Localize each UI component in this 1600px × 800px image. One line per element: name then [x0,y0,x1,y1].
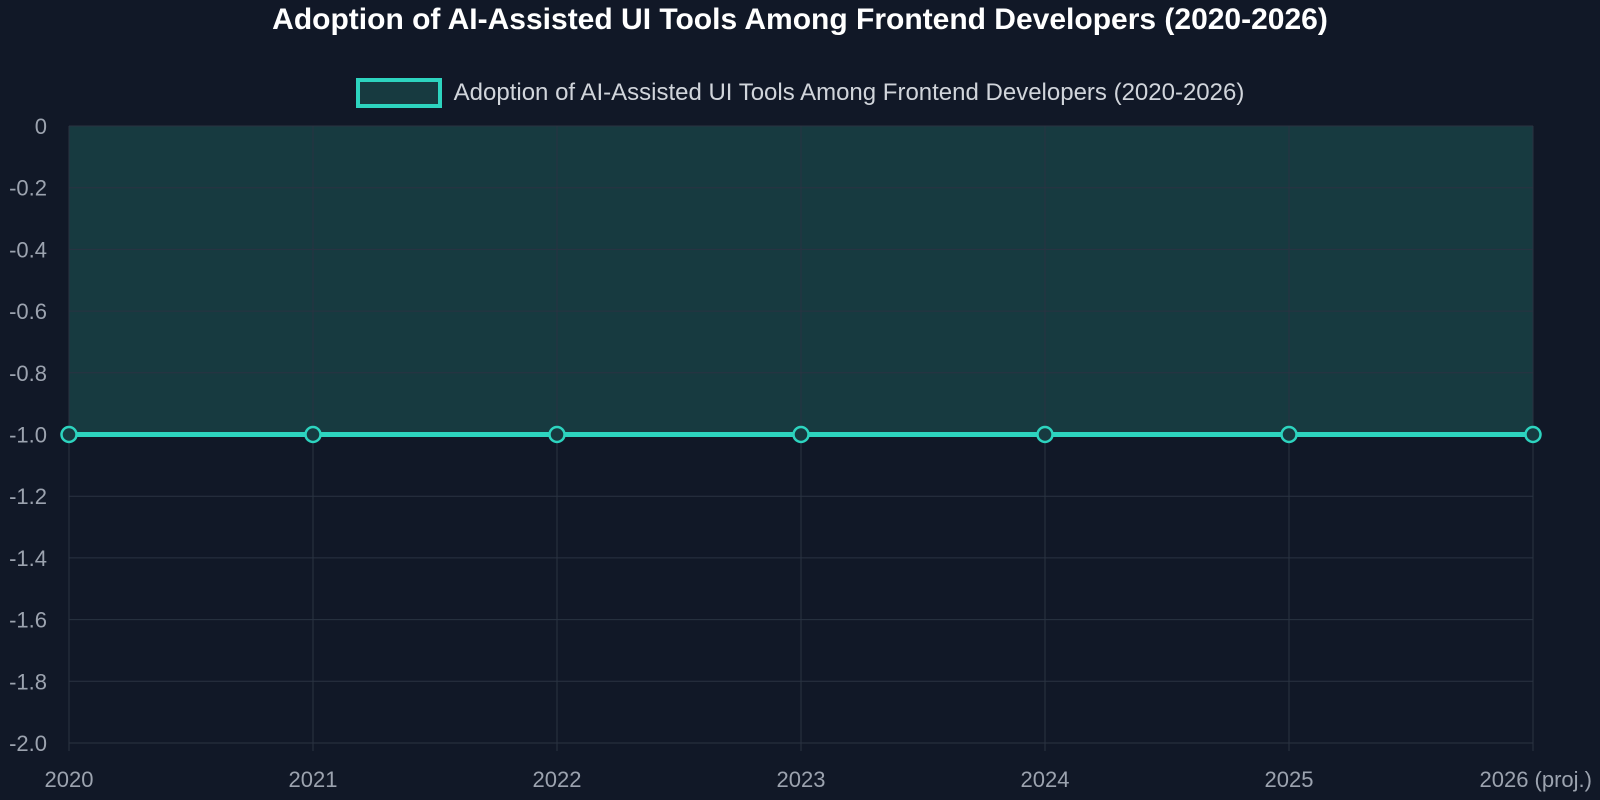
y-tick-label: -2.0 [9,731,47,756]
y-tick-label: -1.8 [9,669,47,694]
data-point [60,425,78,444]
x-tick-label: 2026 (proj.) [1479,767,1592,792]
x-tick-label: 2024 [1021,767,1070,792]
chart-title: Adoption of AI-Assisted UI Tools Among F… [272,3,1328,36]
y-tick-label: -1.4 [9,546,47,571]
data-point [792,425,810,444]
y-tick-label: -1.2 [9,484,47,509]
data-point [1280,425,1298,444]
data-point [1036,425,1054,444]
data-point [1524,425,1542,444]
x-tick-label: 2021 [289,767,338,792]
x-tick-label: 2020 [45,767,94,792]
data-point-layer [60,425,1542,444]
x-tick-label: 2022 [533,767,582,792]
y-tick-label: -1.6 [9,608,47,633]
x-tick-label: 2025 [1265,767,1314,792]
legend-label: Adoption of AI-Assisted UI Tools Among F… [453,79,1245,106]
data-point [304,425,322,444]
x-axis-ticks: 2020 2021 2022 2023 2024 2025 2026 (proj.) [45,767,1592,792]
y-tick-label: -0.8 [9,361,47,386]
legend-swatch [355,78,442,108]
y-tick-label: 0 [35,114,47,139]
y-axis-ticks: 0 -0.2 -0.4 -0.6 -0.8 -1.0 -1.2 -1.4 -1.6 -1.8 -2.… [9,114,47,756]
y-tick-label: -0.2 [9,176,47,201]
data-point [548,425,566,444]
legend[interactable]: Adoption of AI-Assisted UI Tools Among F… [0,78,1600,108]
y-tick-label: -0.6 [9,299,47,324]
y-tick-label: -1.0 [9,423,47,448]
y-tick-label: -0.4 [9,237,47,262]
x-tick-label: 2023 [777,767,826,792]
